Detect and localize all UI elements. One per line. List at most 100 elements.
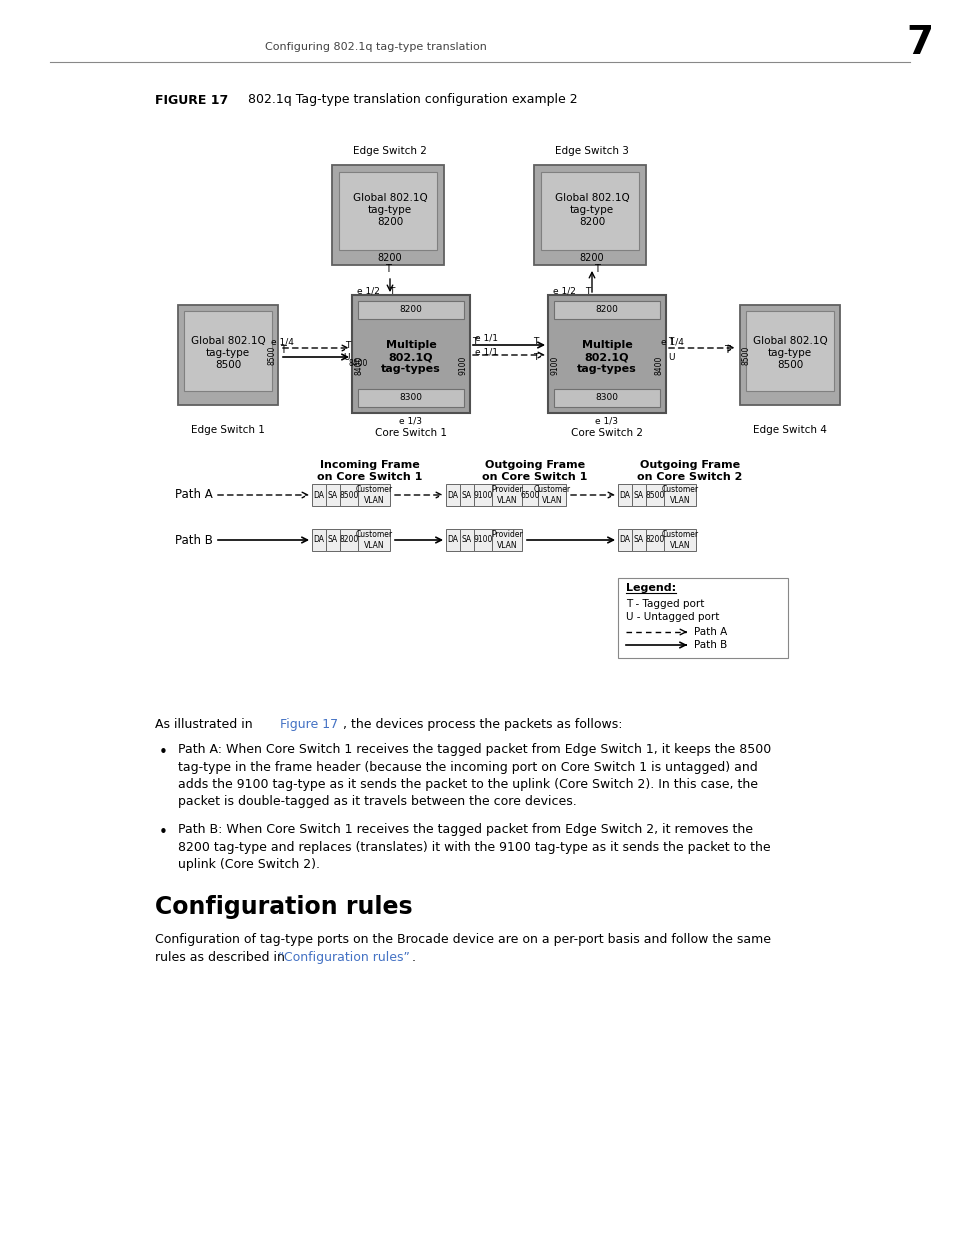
Text: SA: SA [634, 536, 643, 545]
Text: “Configuration rules”: “Configuration rules” [277, 951, 410, 965]
Text: Customer
VLAN: Customer VLAN [355, 485, 392, 505]
Bar [645, 484, 663, 506]
Text: Path A: When Core Switch 1 receives the tagged packet from Edge Switch 1, it kee: Path A: When Core Switch 1 receives the … [178, 743, 770, 809]
Bar [740, 305, 840, 405]
Text: 9100: 9100 [473, 490, 492, 499]
Text: Path A: Path A [693, 627, 726, 637]
Text: T: T [344, 341, 350, 350]
Text: Customer
VLAN: Customer VLAN [660, 485, 698, 505]
Text: T: T [389, 287, 394, 295]
Text: 9100: 9100 [473, 536, 492, 545]
Text: DA: DA [618, 536, 630, 545]
Bar [178, 305, 277, 405]
Text: 8200: 8200 [399, 305, 422, 315]
Bar [537, 484, 565, 506]
Text: Path B: Path B [693, 640, 726, 650]
Text: Global 802.1Q
tag-type
8500: Global 802.1Q tag-type 8500 [752, 336, 826, 370]
Text: e 1/1: e 1/1 [475, 333, 498, 342]
Bar [534, 165, 645, 266]
Text: Incoming Frame
on Core Switch 1: Incoming Frame on Core Switch 1 [317, 459, 422, 483]
Text: , the devices process the packets as follows:: , the devices process the packets as fol… [343, 718, 622, 731]
Text: As illustrated in: As illustrated in [154, 718, 256, 731]
Text: 8500: 8500 [267, 346, 276, 364]
Text: T: T [584, 287, 590, 295]
Bar [312, 484, 326, 506]
Bar [312, 529, 326, 551]
Text: Global 802.1Q
tag-type
8200: Global 802.1Q tag-type 8200 [353, 193, 427, 227]
Text: Core Switch 2: Core Switch 2 [571, 429, 642, 438]
Text: T: T [280, 345, 286, 354]
Text: e 1/2: e 1/2 [553, 287, 576, 295]
Bar [357, 529, 390, 551]
Bar [446, 529, 459, 551]
Text: DA: DA [314, 536, 324, 545]
Text: Configuration of tag-type ports on the Brocade device are on a per-port basis an: Configuration of tag-type ports on the B… [154, 932, 770, 946]
Text: e 1/3: e 1/3 [399, 416, 422, 426]
Text: Multiple
802.1Q
tag-types: Multiple 802.1Q tag-types [381, 340, 440, 374]
Bar [663, 529, 696, 551]
Bar [631, 484, 645, 506]
Bar [339, 529, 357, 551]
Bar [645, 529, 663, 551]
Bar [492, 529, 521, 551]
Text: 9100: 9100 [458, 356, 467, 374]
Bar [326, 529, 339, 551]
Text: 8500: 8500 [740, 346, 750, 364]
Bar [352, 295, 470, 412]
Bar [631, 529, 645, 551]
Bar [338, 172, 436, 249]
Text: •: • [158, 825, 168, 840]
Text: U: U [667, 353, 674, 363]
Text: T: T [472, 337, 476, 347]
Text: SA: SA [328, 490, 337, 499]
Text: FIGURE 17: FIGURE 17 [154, 94, 228, 106]
Text: DA: DA [447, 536, 458, 545]
Text: SA: SA [461, 490, 472, 499]
Text: SA: SA [634, 490, 643, 499]
Text: 8400: 8400 [654, 356, 662, 374]
Text: T: T [532, 352, 537, 362]
Text: Path B: Path B [174, 534, 213, 547]
Text: Multiple
802.1Q
tag-types: Multiple 802.1Q tag-types [577, 340, 637, 374]
Text: SA: SA [461, 536, 472, 545]
Bar [474, 484, 492, 506]
Text: 8500: 8500 [339, 490, 358, 499]
Bar [184, 311, 272, 391]
Text: Customer
VLAN: Customer VLAN [533, 485, 570, 505]
Text: SA: SA [328, 536, 337, 545]
Text: Configuring 802.1q tag-type translation: Configuring 802.1q tag-type translation [265, 42, 486, 52]
Text: 8200: 8200 [579, 253, 603, 263]
Text: 7: 7 [905, 23, 933, 62]
Text: T: T [667, 337, 673, 347]
Text: DA: DA [618, 490, 630, 499]
Text: 8500: 8500 [644, 490, 664, 499]
Text: 802.1q Tag-type translation configuration example 2: 802.1q Tag-type translation configuratio… [248, 94, 577, 106]
Text: Legend:: Legend: [625, 583, 676, 593]
Text: Outgoing Frame
on Core Switch 1: Outgoing Frame on Core Switch 1 [482, 459, 587, 483]
Text: Customer
VLAN: Customer VLAN [660, 530, 698, 550]
Bar [554, 389, 659, 408]
Text: Core Switch 1: Core Switch 1 [375, 429, 447, 438]
Text: Configuration rules: Configuration rules [154, 895, 413, 919]
Text: Path A: Path A [174, 489, 213, 501]
Text: 8300: 8300 [399, 394, 422, 403]
Bar [357, 301, 463, 319]
Text: Provider
VLAN: Provider VLAN [491, 530, 522, 550]
Text: •: • [158, 745, 168, 760]
Bar [326, 484, 339, 506]
Bar [745, 311, 833, 391]
Text: 8400: 8400 [355, 356, 363, 374]
Bar [547, 295, 665, 412]
Text: Edge Switch 4: Edge Switch 4 [752, 425, 826, 435]
Text: 6500: 6500 [519, 490, 539, 499]
Bar [554, 301, 659, 319]
Bar [540, 172, 639, 249]
Bar [339, 484, 357, 506]
Text: Edge Switch 3: Edge Switch 3 [555, 146, 628, 156]
Bar [618, 484, 631, 506]
Text: DA: DA [447, 490, 458, 499]
Text: 8200: 8200 [339, 536, 358, 545]
Text: T - Tagged port: T - Tagged port [625, 599, 703, 609]
Text: Figure 17: Figure 17 [280, 718, 337, 731]
Text: Global 802.1Q
tag-type
8500: Global 802.1Q tag-type 8500 [191, 336, 265, 370]
